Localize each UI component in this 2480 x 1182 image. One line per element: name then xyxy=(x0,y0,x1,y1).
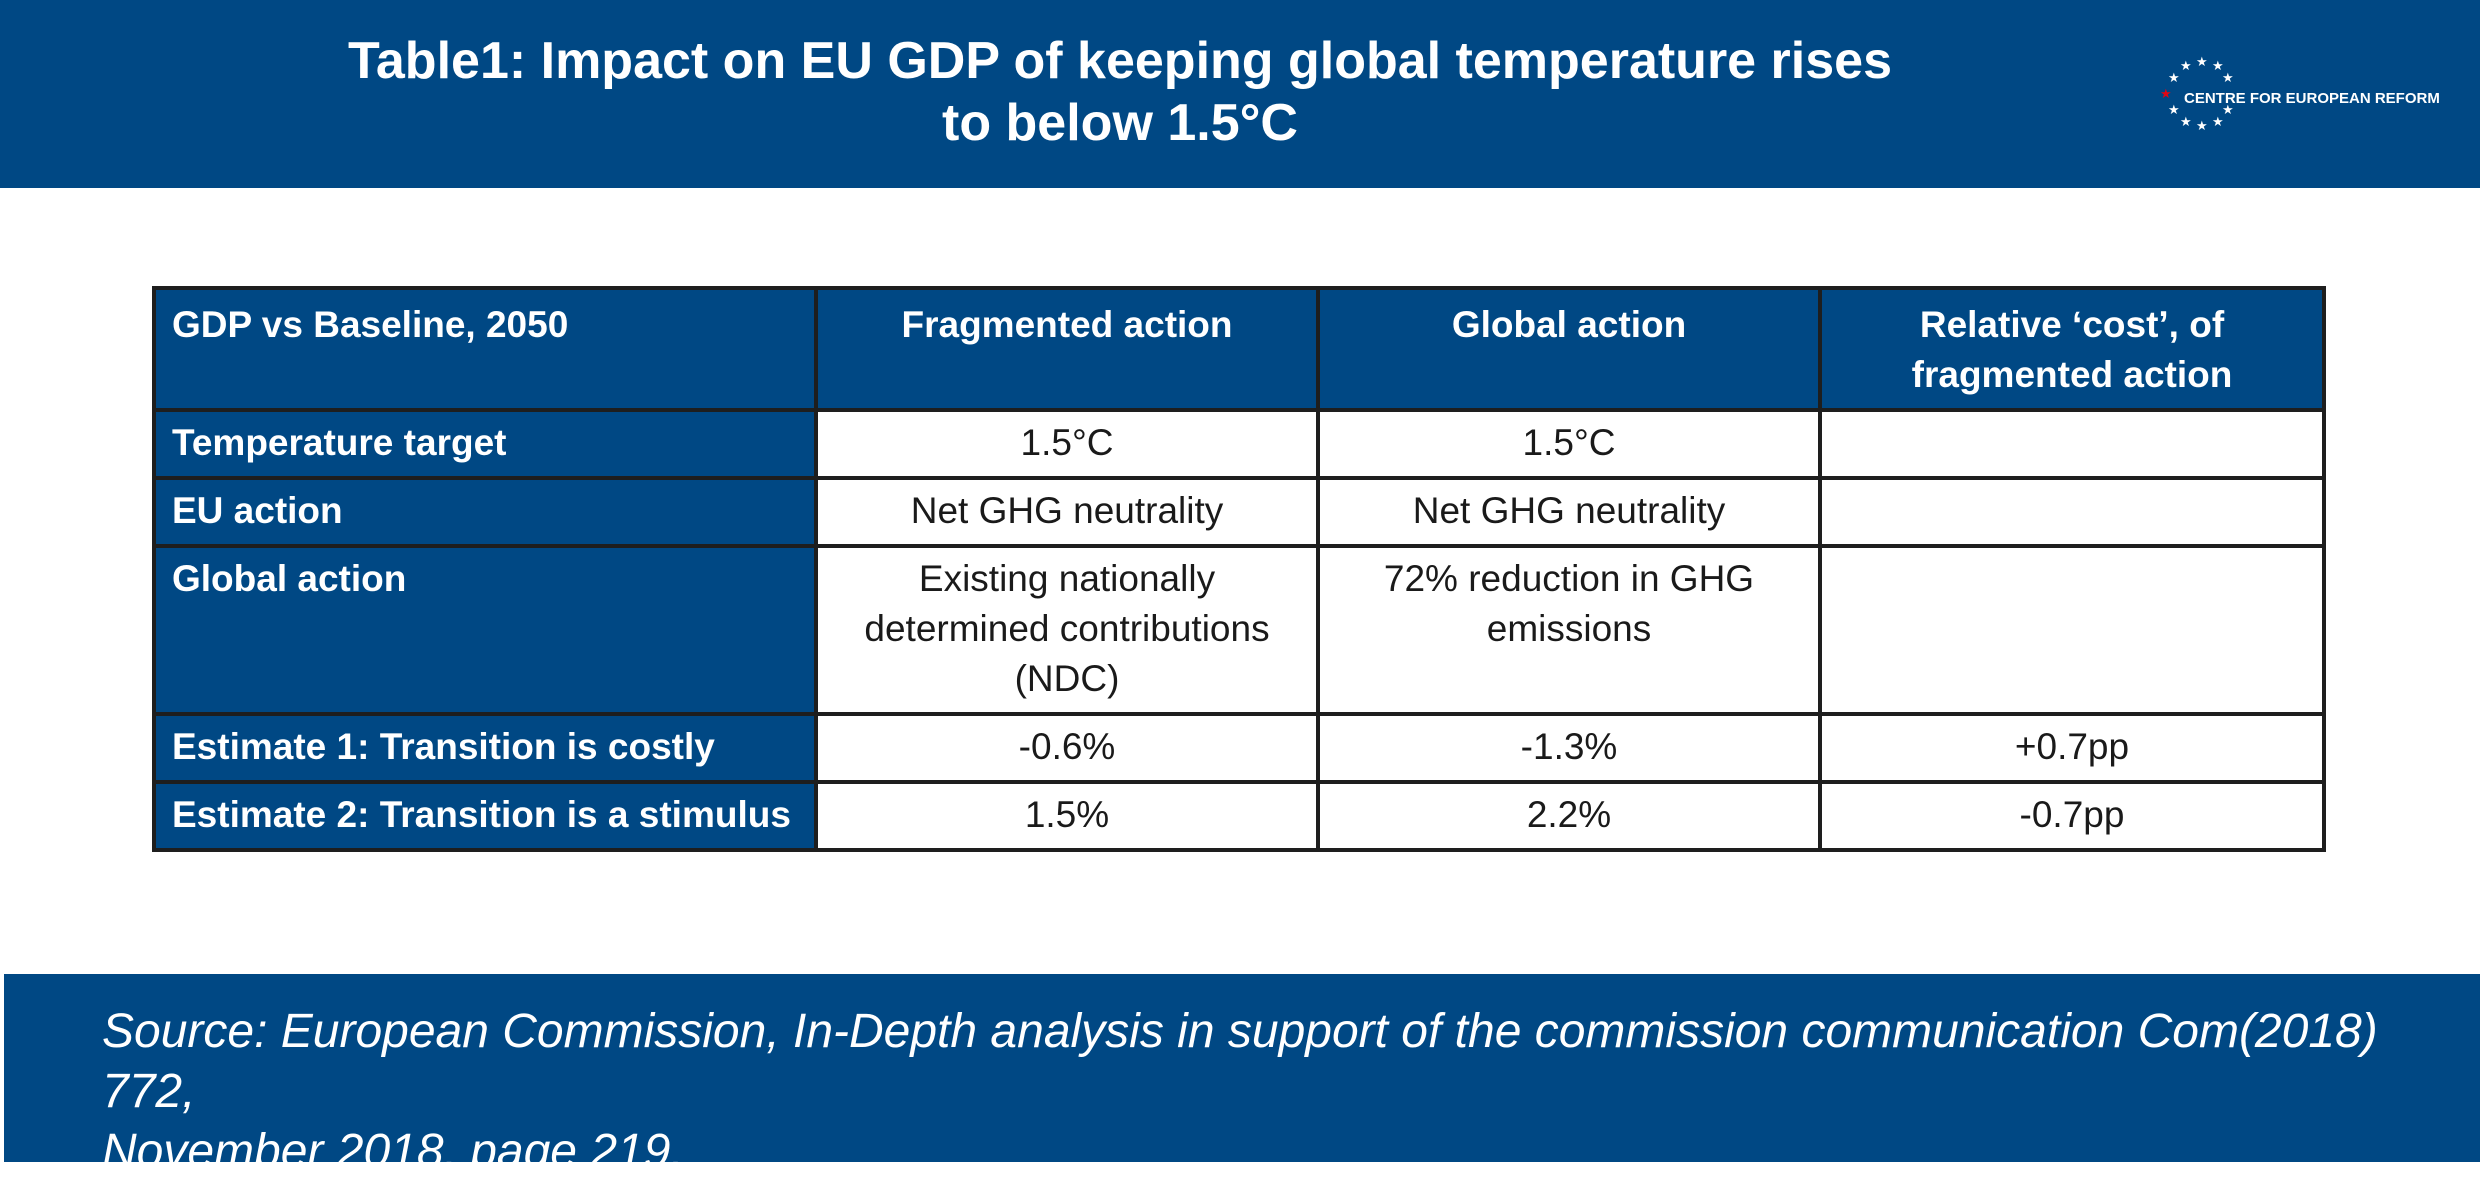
source-note: Source: European Commission, In-Depth an… xyxy=(102,1002,2402,1182)
table-row: Estimate 2: Transition is a stimulus 1.5… xyxy=(152,780,2326,852)
table-cell: 1.5°C xyxy=(814,408,1320,480)
column-header: Fragmented action xyxy=(814,286,1320,412)
row-header: Temperature target xyxy=(152,408,818,480)
page-title: Table1: Impact on EU GDP of keeping glob… xyxy=(340,30,1900,154)
table-cell: 1.5% xyxy=(814,780,1320,852)
row-header: EU action xyxy=(152,476,818,548)
table-cell xyxy=(1818,476,2326,548)
row-header: Estimate 2: Transition is a stimulus xyxy=(152,780,818,852)
table-row: EU action Net GHG neutrality Net GHG neu… xyxy=(152,476,2326,548)
table-cell: Net GHG neutrality xyxy=(814,476,1320,548)
svg-text:★: ★ xyxy=(2212,59,2224,74)
table-header-row: GDP vs Baseline, 2050 Fragmented action … xyxy=(152,286,2326,412)
svg-text:★: ★ xyxy=(2180,115,2192,130)
svg-text:★: ★ xyxy=(2222,71,2234,86)
svg-text:★: ★ xyxy=(2212,115,2224,130)
table-row: Global action Existing nationally determ… xyxy=(152,544,2326,716)
title-line-1: Table1: Impact on EU GDP of keeping glob… xyxy=(347,32,1892,90)
table-cell: Net GHG neutrality xyxy=(1316,476,1822,548)
svg-text:★: ★ xyxy=(2180,59,2192,74)
cer-logo: ★ ★ ★ ★ ★ ★ ★ ★ ★ ★ ★ CENTRE FOR EUROPEA… xyxy=(2160,50,2460,150)
table-cell: -1.3% xyxy=(1316,712,1822,784)
source-line-2: November 2018, page 219. xyxy=(102,1125,684,1178)
svg-text:★: ★ xyxy=(2160,87,2172,102)
table-cell: +0.7pp xyxy=(1818,712,2326,784)
column-header: Relative ‘cost’, of fragmented action xyxy=(1818,286,2326,412)
column-header: Global action xyxy=(1316,286,1822,412)
svg-text:★: ★ xyxy=(2168,71,2180,86)
svg-text:★: ★ xyxy=(2222,103,2234,118)
table-cell xyxy=(1818,544,2326,716)
svg-text:★: ★ xyxy=(2168,103,2180,118)
table-cell: 1.5°C xyxy=(1316,408,1822,480)
row-header: Estimate 1: Transition is costly xyxy=(152,712,818,784)
svg-text:★: ★ xyxy=(2196,55,2208,70)
table-cell: 2.2% xyxy=(1316,780,1822,852)
table-row: Temperature target 1.5°C 1.5°C xyxy=(152,408,2326,480)
row-header: Global action xyxy=(152,544,818,716)
footer-banner: Source: European Commission, In-Depth an… xyxy=(4,974,2480,1178)
header-banner: Table1: Impact on EU GDP of keeping glob… xyxy=(0,0,2480,188)
eu-stars-icon: ★ ★ ★ ★ ★ ★ ★ ★ ★ ★ ★ xyxy=(2160,55,2234,134)
title-line-2: to below 1.5°C xyxy=(942,94,1298,152)
table-row: Estimate 1: Transition is costly -0.6% -… xyxy=(152,712,2326,784)
svg-text:★: ★ xyxy=(2196,119,2208,134)
data-table: GDP vs Baseline, 2050 Fragmented action … xyxy=(152,286,2326,852)
table-cell: Existing nationally determined contribut… xyxy=(814,544,1320,716)
table-cell: -0.6% xyxy=(814,712,1320,784)
table-cell: -0.7pp xyxy=(1818,780,2326,852)
logo-text: CENTRE FOR EUROPEAN REFORM xyxy=(2184,90,2440,107)
table-cell xyxy=(1818,408,2326,480)
source-line-1: Source: European Commission, In-Depth an… xyxy=(102,1005,2378,1118)
table-cell: 72% reduction in GHG emissions xyxy=(1316,544,1822,716)
column-header: GDP vs Baseline, 2050 xyxy=(152,286,818,412)
data-table-container: GDP vs Baseline, 2050 Fragmented action … xyxy=(152,286,2326,852)
